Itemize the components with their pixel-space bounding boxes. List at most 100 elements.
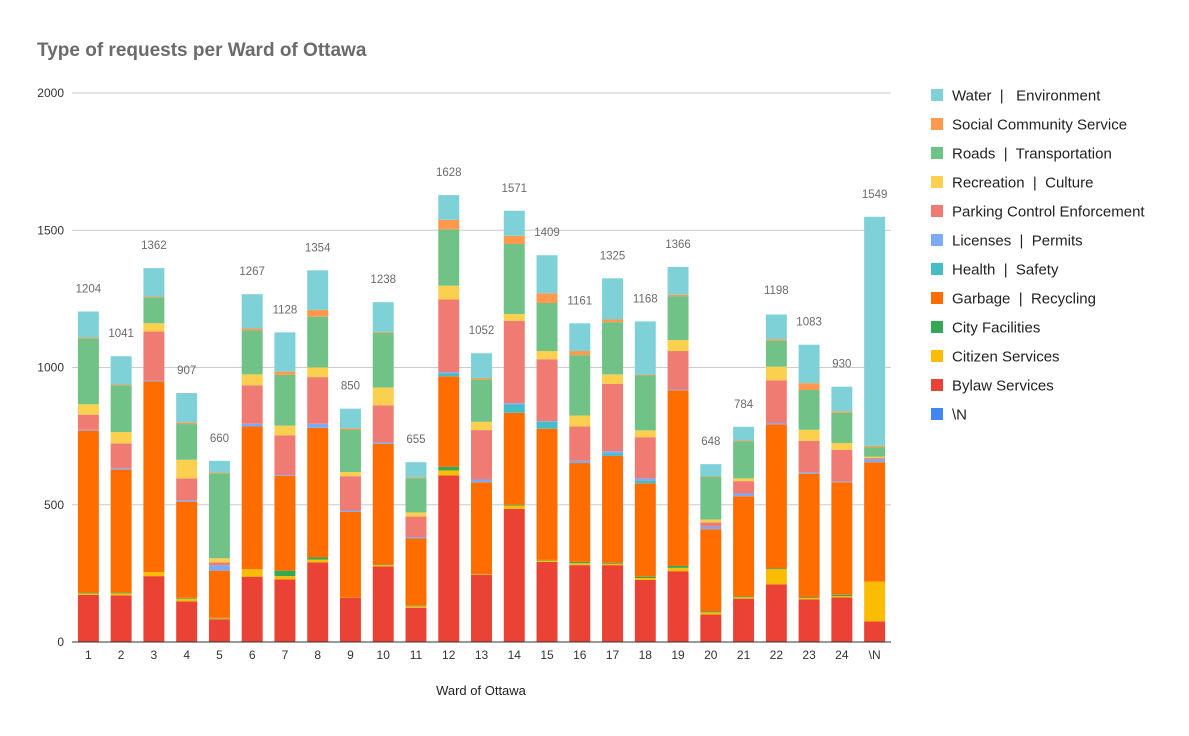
bar-segment bbox=[471, 482, 492, 575]
bar-segment bbox=[438, 475, 460, 642]
bar-segment bbox=[110, 443, 132, 469]
bar-segment bbox=[798, 599, 820, 642]
bar-segment bbox=[208, 619, 230, 642]
bar-segment bbox=[864, 621, 886, 642]
legend-swatch bbox=[931, 379, 943, 391]
bar-segment bbox=[569, 565, 591, 642]
bar-segment bbox=[864, 445, 886, 448]
bar-segment bbox=[733, 493, 755, 497]
bar-segment bbox=[765, 339, 787, 341]
bar-segment bbox=[765, 569, 787, 585]
total-label: 660 bbox=[210, 433, 229, 445]
bar-segment bbox=[274, 576, 296, 580]
bar-segment bbox=[831, 412, 853, 443]
bar-segment bbox=[536, 421, 558, 422]
bar-segment bbox=[864, 458, 886, 460]
bar-segment bbox=[765, 424, 787, 569]
bar-segment bbox=[634, 478, 656, 481]
bar-segment bbox=[372, 302, 394, 332]
bar-segment bbox=[274, 371, 296, 375]
bar-segment bbox=[831, 482, 853, 595]
bar-segment bbox=[143, 268, 165, 297]
legend-swatch bbox=[931, 118, 943, 130]
bar-segment bbox=[176, 459, 198, 479]
bar-segment bbox=[667, 340, 689, 352]
bar-segment bbox=[208, 558, 230, 563]
bar-segment bbox=[700, 522, 722, 527]
x-tick-label: 20 bbox=[704, 648, 718, 662]
bar-segment bbox=[241, 423, 263, 427]
bar-segment bbox=[438, 229, 460, 286]
total-label: 648 bbox=[701, 436, 720, 448]
bar-segment bbox=[602, 383, 624, 452]
total-label: 1161 bbox=[567, 295, 592, 307]
legend-label: City Facilities bbox=[952, 320, 1040, 337]
bar-segment bbox=[438, 376, 460, 467]
bar-segment bbox=[176, 424, 198, 460]
bar-segment bbox=[208, 618, 230, 620]
bar-segment bbox=[77, 337, 99, 339]
legend-swatch bbox=[931, 147, 943, 159]
x-tick-label: 12 bbox=[442, 648, 456, 662]
bar-segment bbox=[700, 611, 722, 613]
x-tick-label: 10 bbox=[377, 648, 391, 662]
bar-segment bbox=[405, 605, 427, 607]
x-tick-label: 19 bbox=[671, 648, 685, 662]
bar-segment bbox=[274, 475, 296, 476]
bar-segment bbox=[536, 421, 558, 429]
total-label: 1571 bbox=[501, 183, 527, 195]
bar-segment bbox=[864, 462, 886, 582]
bar-segment bbox=[274, 570, 296, 577]
bar-segment bbox=[864, 459, 886, 463]
bar-segment bbox=[110, 593, 132, 596]
bar-segment bbox=[438, 285, 460, 300]
bar-segment bbox=[864, 216, 886, 446]
bar-segment bbox=[798, 473, 820, 598]
bar-segment bbox=[405, 606, 427, 608]
bar-segment bbox=[77, 311, 99, 338]
bar-segment bbox=[831, 386, 853, 412]
bar-segment bbox=[733, 597, 755, 599]
bar-segment bbox=[569, 351, 591, 356]
legend-label: \N bbox=[952, 407, 967, 424]
bar-segment bbox=[143, 572, 165, 577]
bar-segment bbox=[765, 568, 787, 570]
bar-segment bbox=[569, 415, 591, 427]
bar-segment bbox=[176, 393, 198, 423]
bar-segment bbox=[667, 296, 689, 341]
bar-segment bbox=[307, 377, 329, 424]
bar-segment bbox=[602, 453, 624, 456]
bar-segment bbox=[372, 405, 394, 443]
bar-segment bbox=[831, 411, 853, 413]
bar-segment bbox=[536, 560, 558, 562]
bar-segment bbox=[831, 596, 853, 598]
bar-segment bbox=[77, 404, 99, 415]
bar-segment bbox=[733, 441, 755, 479]
bar-segment bbox=[438, 219, 460, 230]
bar-segment bbox=[405, 516, 427, 538]
bar-segment bbox=[602, 451, 624, 454]
bar-segment bbox=[700, 519, 722, 523]
x-tick-label: 16 bbox=[573, 648, 587, 662]
legend-swatch bbox=[931, 321, 943, 333]
x-tick-label: \N bbox=[869, 648, 881, 662]
legend-swatch bbox=[931, 205, 943, 217]
total-label: 655 bbox=[406, 434, 425, 446]
bar-segment bbox=[798, 383, 820, 391]
x-tick-label: 4 bbox=[183, 648, 190, 662]
bar-segment bbox=[176, 501, 198, 598]
bar-segment bbox=[634, 437, 656, 479]
bar-segment bbox=[372, 564, 394, 566]
legend-swatch bbox=[931, 234, 943, 246]
x-tick-label: 6 bbox=[249, 648, 256, 662]
bar-segment bbox=[143, 576, 165, 642]
bar-segment bbox=[339, 597, 361, 642]
bar-segment bbox=[536, 255, 558, 294]
bar-segment bbox=[110, 592, 132, 594]
legend-label: Roads | Transportation bbox=[952, 146, 1112, 163]
x-tick-label: 23 bbox=[802, 648, 816, 662]
bar-segment bbox=[471, 430, 492, 480]
bar-segment bbox=[471, 377, 492, 380]
x-tick-label: 1 bbox=[85, 648, 92, 662]
